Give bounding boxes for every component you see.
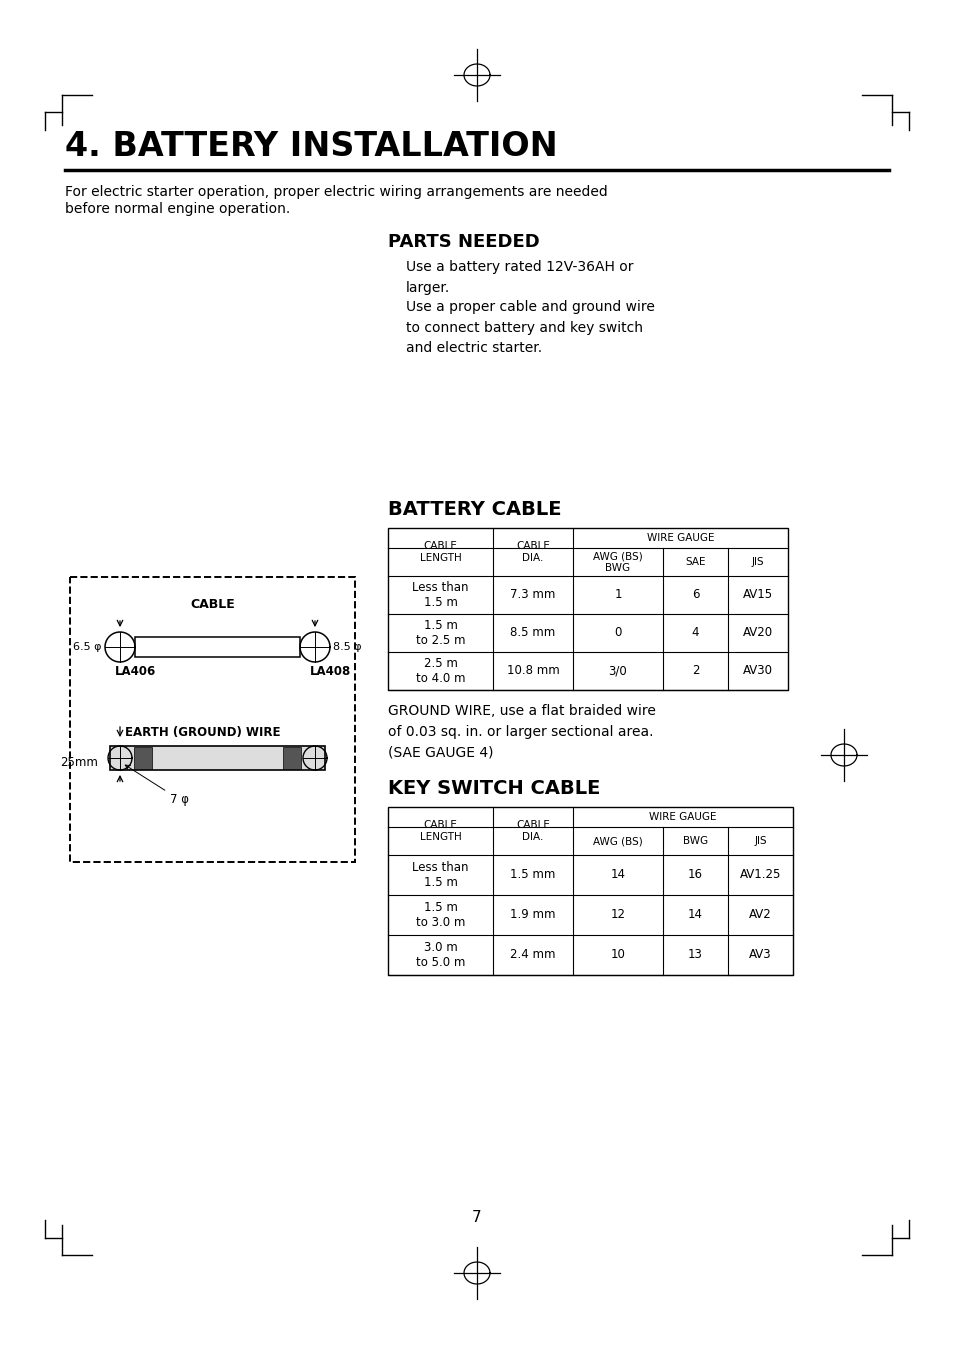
Text: 13: 13 xyxy=(687,949,702,961)
Text: AV3: AV3 xyxy=(748,949,771,961)
Polygon shape xyxy=(283,747,301,768)
Text: AWG (BS)
BWG: AWG (BS) BWG xyxy=(593,551,642,573)
Text: Use a proper cable and ground wire
to connect battery and key switch
and electri: Use a proper cable and ground wire to co… xyxy=(406,301,654,356)
Text: before normal engine operation.: before normal engine operation. xyxy=(65,202,290,216)
Text: JIS: JIS xyxy=(751,557,763,568)
Text: 14: 14 xyxy=(687,909,702,922)
Text: 3.0 m
to 5.0 m: 3.0 m to 5.0 m xyxy=(416,941,465,969)
Text: 2.4 mm: 2.4 mm xyxy=(510,949,556,961)
Text: 7: 7 xyxy=(472,1211,481,1225)
Text: CABLE
LENGTH: CABLE LENGTH xyxy=(419,541,461,563)
Text: WIRE GAUGE: WIRE GAUGE xyxy=(649,811,716,822)
Text: KEY SWITCH CABLE: KEY SWITCH CABLE xyxy=(388,779,599,798)
Text: 10.8 mm: 10.8 mm xyxy=(506,665,558,678)
Text: 4. BATTERY INSTALLATION: 4. BATTERY INSTALLATION xyxy=(65,129,558,163)
Text: CABLE
LENGTH: CABLE LENGTH xyxy=(419,820,461,841)
Text: 1.5 mm: 1.5 mm xyxy=(510,868,555,882)
Text: 6: 6 xyxy=(691,589,699,601)
Polygon shape xyxy=(110,745,325,770)
Text: 14: 14 xyxy=(610,868,625,882)
Text: 10: 10 xyxy=(610,949,625,961)
Text: For electric starter operation, proper electric wiring arrangements are needed: For electric starter operation, proper e… xyxy=(65,185,607,200)
Text: AV15: AV15 xyxy=(742,589,772,601)
Text: AV1.25: AV1.25 xyxy=(739,868,781,882)
Text: 2.5 m
to 4.0 m: 2.5 m to 4.0 m xyxy=(416,656,465,685)
Text: EARTH (GROUND) WIRE: EARTH (GROUND) WIRE xyxy=(125,727,280,739)
Polygon shape xyxy=(133,747,152,768)
Text: JIS: JIS xyxy=(754,836,766,847)
Text: BWG: BWG xyxy=(682,836,707,847)
Text: AV20: AV20 xyxy=(742,627,772,639)
Text: 12: 12 xyxy=(610,909,625,922)
Text: AWG (BS): AWG (BS) xyxy=(593,836,642,847)
Text: BATTERY CABLE: BATTERY CABLE xyxy=(388,500,561,519)
Text: PARTS NEEDED: PARTS NEEDED xyxy=(388,233,539,251)
Text: 2: 2 xyxy=(691,665,699,678)
Text: GROUND WIRE, use a flat braided wire
of 0.03 sq. in. or larger sectional area.
(: GROUND WIRE, use a flat braided wire of … xyxy=(388,704,656,759)
Text: SAE: SAE xyxy=(684,557,705,568)
Text: 6.5 φ: 6.5 φ xyxy=(73,642,102,652)
Text: 25mm: 25mm xyxy=(60,756,98,770)
Text: AV30: AV30 xyxy=(742,665,772,678)
Text: 0: 0 xyxy=(614,627,621,639)
Text: Less than
1.5 m: Less than 1.5 m xyxy=(412,861,468,888)
Text: AV2: AV2 xyxy=(748,909,771,922)
Text: Less than
1.5 m: Less than 1.5 m xyxy=(412,581,468,609)
Text: 4: 4 xyxy=(691,627,699,639)
Text: 1.5 m
to 2.5 m: 1.5 m to 2.5 m xyxy=(416,619,465,647)
Text: LA408: LA408 xyxy=(310,665,351,678)
Text: 3/0: 3/0 xyxy=(608,665,627,678)
Text: CABLE
DIA.: CABLE DIA. xyxy=(516,541,549,563)
Text: 7.3 mm: 7.3 mm xyxy=(510,589,555,601)
Text: Use a battery rated 12V-36AH or
larger.: Use a battery rated 12V-36AH or larger. xyxy=(406,260,633,295)
Text: 16: 16 xyxy=(687,868,702,882)
Text: 8.5 mm: 8.5 mm xyxy=(510,627,555,639)
Text: WIRE GAUGE: WIRE GAUGE xyxy=(646,532,714,543)
Text: CABLE
DIA.: CABLE DIA. xyxy=(516,820,549,841)
Text: LA406: LA406 xyxy=(115,665,156,678)
Text: 8.5 φ: 8.5 φ xyxy=(333,642,361,652)
Text: 7 φ: 7 φ xyxy=(125,766,189,806)
Text: 1.9 mm: 1.9 mm xyxy=(510,909,556,922)
Text: 1: 1 xyxy=(614,589,621,601)
Text: 1.5 m
to 3.0 m: 1.5 m to 3.0 m xyxy=(416,900,465,929)
Text: CABLE: CABLE xyxy=(190,599,234,611)
